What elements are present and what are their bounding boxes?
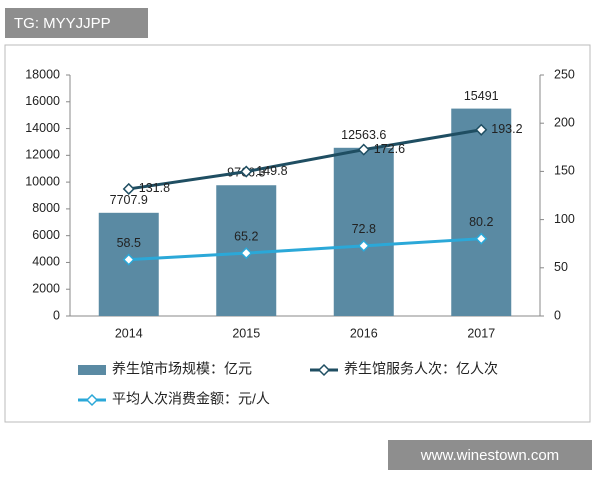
y2-tick-label: 250 bbox=[554, 67, 575, 81]
y-tick-label: 10000 bbox=[25, 174, 60, 188]
watermark-box bbox=[388, 440, 592, 470]
line-label: 58.5 bbox=[117, 236, 141, 250]
line-marker bbox=[240, 247, 253, 260]
line-marker bbox=[475, 123, 488, 136]
line-label: 193.2 bbox=[491, 122, 522, 136]
line-label: 172.6 bbox=[374, 142, 405, 156]
y-tick-label: 12000 bbox=[25, 148, 60, 162]
y-tick-label: 14000 bbox=[25, 121, 60, 135]
watermark-box bbox=[5, 8, 148, 38]
line-label: 131.8 bbox=[139, 181, 170, 195]
y2-tick-label: 100 bbox=[554, 212, 575, 226]
line-marker bbox=[122, 253, 135, 266]
line bbox=[128, 237, 482, 262]
legend-label: 养生馆市场规模：亿元 bbox=[112, 361, 252, 377]
bar bbox=[451, 108, 512, 317]
line-marker bbox=[240, 165, 253, 178]
line-marker bbox=[357, 143, 370, 156]
line-label: 149.8 bbox=[256, 164, 287, 178]
watermark: TG: MYYJJPP bbox=[14, 15, 111, 32]
line-label: 72.8 bbox=[352, 222, 376, 236]
line bbox=[128, 128, 482, 191]
x-tick-label: 2017 bbox=[467, 326, 495, 340]
y2-tick-label: 150 bbox=[554, 164, 575, 178]
y-tick-label: 6000 bbox=[32, 228, 60, 242]
legend-label: 平均人次消费金额：元/人 bbox=[112, 391, 270, 407]
bar-label: 12563.6 bbox=[341, 128, 386, 142]
watermark: www.winestown.com bbox=[420, 447, 559, 464]
line-marker bbox=[357, 239, 370, 252]
y2-tick-label: 0 bbox=[554, 308, 561, 322]
line-marker bbox=[85, 393, 99, 407]
y-tick-label: 0 bbox=[53, 308, 60, 322]
line-marker bbox=[317, 363, 331, 377]
line-label: 65.2 bbox=[234, 229, 258, 243]
y-tick-label: 8000 bbox=[32, 201, 60, 215]
x-tick-label: 2014 bbox=[115, 326, 143, 340]
y-tick-label: 16000 bbox=[25, 94, 60, 108]
bar bbox=[333, 147, 394, 316]
line-marker bbox=[122, 182, 135, 196]
y-tick-label: 4000 bbox=[32, 255, 60, 269]
x-tick-label: 2015 bbox=[232, 326, 260, 340]
y2-tick-label: 200 bbox=[554, 115, 575, 129]
legend-swatch bbox=[78, 365, 106, 375]
line-marker bbox=[475, 232, 488, 245]
bar-label: 15491 bbox=[464, 89, 499, 103]
bar-label: 7707.9 bbox=[110, 193, 148, 207]
y-tick-label: 18000 bbox=[25, 67, 60, 81]
legend-label: 养生馆服务人次：亿人次 bbox=[344, 361, 498, 377]
y2-tick-label: 50 bbox=[554, 260, 568, 274]
y-tick-label: 2000 bbox=[32, 282, 60, 296]
x-tick-label: 2016 bbox=[350, 326, 378, 340]
line-label: 80.2 bbox=[469, 215, 493, 229]
